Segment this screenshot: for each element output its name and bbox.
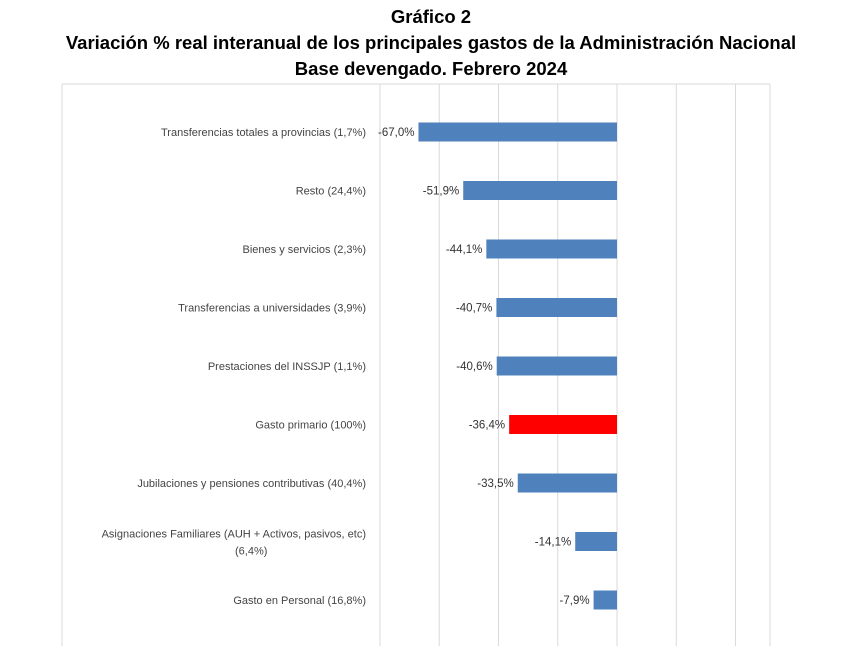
value-label: -14,1% [535,537,571,549]
bar [517,473,617,493]
value-label: -67,0% [378,127,414,139]
chart-subtitle: Variación % real interanual de los princ… [65,32,797,53]
value-label: -51,9% [423,186,459,198]
bar [463,181,617,200]
value-labels: -67,0% -51,9% -44,1% -40,7% -40,6% -36,4% -33,… [378,127,590,607]
bar [509,415,617,434]
category-label: Transferencias totales a provincias (1,7… [161,127,366,139]
value-label: -44,1% [446,244,482,256]
bar [496,298,617,317]
bars [418,122,617,610]
value-label: -40,6% [456,361,492,373]
category-label: Gasto en Personal (16,8%) [233,595,366,607]
category-label: Transferencias a universidades (3,9%) [178,303,366,315]
category-label: Resto (24,4%) [296,186,366,198]
value-label: -36,4% [469,420,505,432]
bar [496,356,617,376]
bar [593,590,617,610]
category-labels: Transferencias totales a provincias (1,7… [102,127,366,607]
value-label: -33,5% [477,478,513,490]
bar [418,122,617,142]
bar [575,532,617,551]
category-label: Asignaciones Familiares (AUH + Activos, … [102,529,366,558]
value-label: -7,9% [560,595,590,607]
category-label: Gasto primario (100%) [255,420,366,432]
value-label: -40,7% [456,303,492,315]
chart-titles: Gráfico 2 Variación % real interanual de… [0,4,862,82]
chart-subtitle-2: Base devengado. Febrero 2024 [294,58,568,79]
bar [486,239,617,259]
chart-title: Gráfico 2 [390,6,472,27]
category-label: Jubilaciones y pensiones contributivas (… [137,478,366,490]
category-label: Prestaciones del INSSJP (1,1%) [208,361,366,373]
grid-lines [61,83,771,646]
category-label: Bienes y servicios (2,3%) [243,244,367,256]
